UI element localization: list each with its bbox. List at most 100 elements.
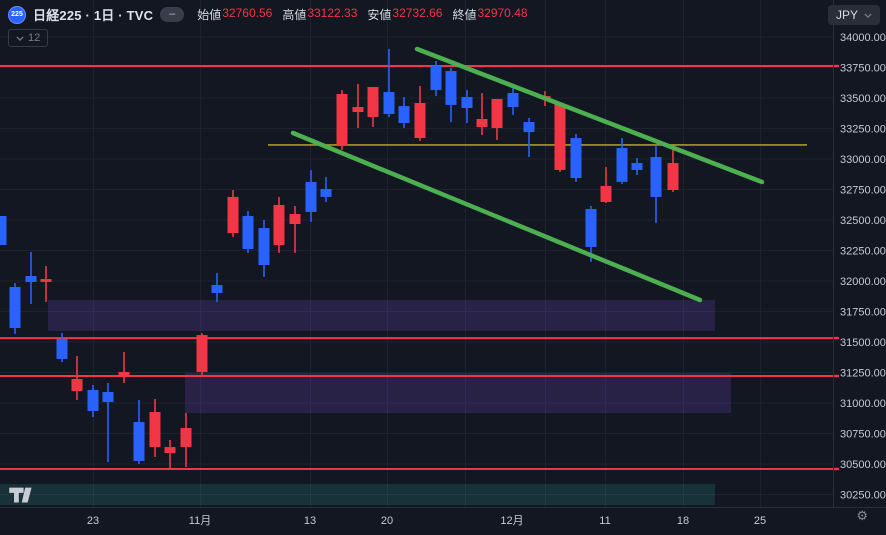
candle-body	[430, 66, 442, 90]
candle	[414, 86, 426, 141]
candle-body	[118, 372, 130, 378]
candle-body	[461, 97, 473, 109]
candle-body	[352, 107, 364, 113]
candle	[56, 332, 68, 363]
candle-body	[25, 275, 37, 282]
green-trendline[interactable]	[414, 46, 765, 185]
currency-label: JPY	[835, 8, 858, 22]
candle-body	[631, 163, 643, 170]
candle	[164, 439, 176, 469]
purple-zone-box[interactable]	[185, 372, 731, 414]
price-axis-label: 31250.00	[840, 368, 886, 380]
hidden-indicator-count: 12	[28, 32, 41, 44]
candle	[227, 189, 239, 237]
candle-body	[9, 286, 21, 328]
candle-body	[273, 204, 285, 246]
candle-body	[398, 106, 410, 124]
candle	[149, 398, 161, 458]
legend-collapse-button[interactable]: 12	[8, 29, 49, 47]
candle	[211, 272, 223, 302]
candle-body	[336, 93, 348, 146]
candle-body	[227, 196, 239, 234]
green-trendline[interactable]	[290, 130, 703, 303]
candle	[133, 400, 145, 464]
low-value: 安値 32732.66	[367, 6, 443, 22]
candle-body	[102, 392, 114, 403]
time-axis-label: 18	[677, 515, 689, 527]
candle-body	[305, 181, 317, 212]
candle-body	[414, 103, 426, 139]
price-axis[interactable]: 34000.00 33750.00 33500.00 33250.00 33000.00…	[840, 32, 886, 502]
legend-more-button[interactable]: –	[160, 7, 185, 22]
candle-body	[180, 428, 192, 448]
price-axis-label: 31500.00	[840, 337, 886, 349]
candle-body	[367, 87, 379, 118]
time-axis-settings-gear-icon[interactable]: ⚙	[856, 508, 868, 523]
price-axis-label: 32500.00	[840, 215, 886, 227]
purple-zone-box[interactable]	[48, 300, 715, 332]
time-axis[interactable]: 23 11月 13 20 12月 11 18 25	[87, 515, 766, 527]
symbol-title[interactable]: 日経225 · 1日 · TVC	[33, 8, 154, 23]
candle-body	[164, 447, 176, 454]
candle	[180, 413, 192, 468]
symbol-legend: 225 日経225 · 1日 · TVC – 始値 32760.56 高値 33…	[8, 5, 528, 24]
candle	[430, 61, 442, 97]
candle-body	[0, 215, 7, 246]
grid-vertical	[93, 0, 761, 507]
candle	[367, 87, 379, 128]
candle	[507, 84, 519, 115]
candle	[196, 332, 208, 375]
drawing-boxes[interactable]	[0, 300, 731, 506]
chevron-down-icon	[16, 35, 24, 41]
candle	[491, 98, 503, 140]
ohlc-values: 始値 32760.56 高値 33122.33 安値 32732.66 終値 3…	[197, 6, 527, 23]
axis-level-mark	[834, 336, 839, 340]
candle-body	[320, 189, 332, 197]
time-axis-label: 11月	[189, 515, 211, 527]
price-axis-label: 32250.00	[840, 246, 886, 258]
candle	[40, 265, 52, 302]
candle-body	[258, 228, 270, 266]
chevron-down-icon	[864, 12, 872, 18]
currency-selector[interactable]: JPY	[827, 5, 880, 25]
candle-body	[149, 412, 161, 448]
horizontal-level-lines[interactable]	[0, 65, 833, 471]
legend-collapse-row: 12	[8, 29, 49, 47]
candle-body	[507, 92, 519, 108]
candle	[273, 196, 285, 253]
candle	[445, 67, 457, 123]
candle	[554, 103, 566, 172]
axis-level-mark	[834, 64, 839, 68]
tradingview-logo[interactable]	[9, 486, 35, 503]
candle	[305, 169, 317, 222]
price-axis-label: 33500.00	[840, 93, 886, 105]
time-axis-label: 11	[599, 515, 610, 527]
price-axis-label: 30500.00	[840, 459, 886, 471]
price-axis-label: 34000.00	[840, 32, 886, 44]
candle	[320, 177, 332, 202]
price-axis-label: 33750.00	[840, 63, 886, 75]
candle	[242, 210, 254, 253]
candle-body	[445, 71, 457, 105]
candle	[383, 48, 395, 118]
symbol-logo-badge: 225	[8, 5, 26, 24]
candle-body	[211, 285, 223, 293]
candle-body	[383, 92, 395, 114]
candle-body	[650, 157, 662, 197]
candle-body	[242, 215, 254, 250]
candle-body	[476, 118, 488, 128]
candle	[616, 138, 628, 185]
price-axis-label: 31000.00	[840, 398, 886, 410]
candle	[0, 215, 7, 246]
candle-body	[87, 389, 99, 412]
trendlines[interactable]	[290, 46, 765, 303]
candle-body	[196, 335, 208, 373]
teal-zone-box[interactable]	[0, 484, 715, 506]
candle-body	[570, 138, 582, 179]
candle	[461, 89, 473, 124]
time-axis-label: 25	[754, 515, 766, 527]
candle	[570, 133, 582, 182]
candle-body	[616, 148, 628, 182]
candle	[600, 167, 612, 204]
